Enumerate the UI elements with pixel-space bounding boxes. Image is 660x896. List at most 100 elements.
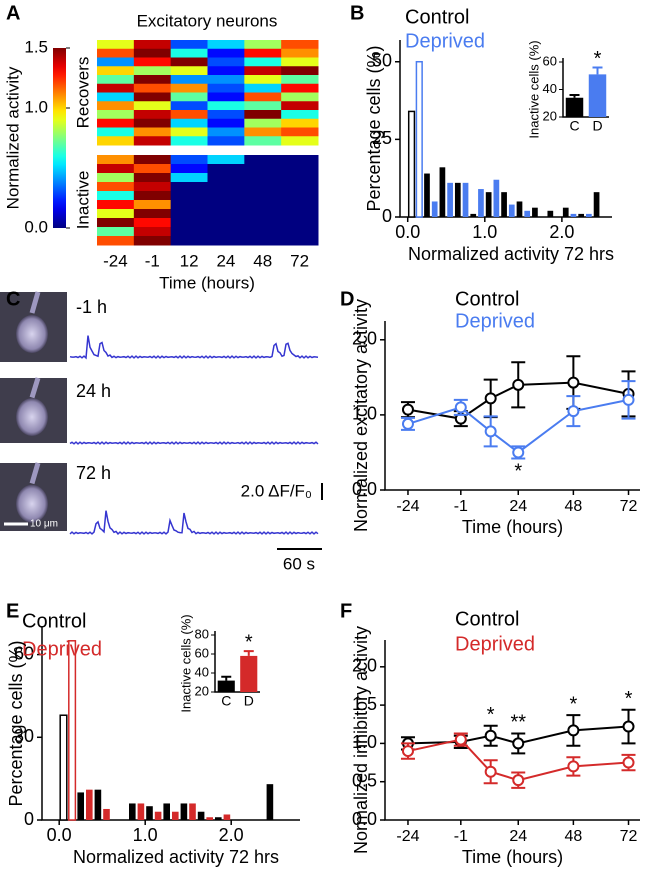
legend-entry: Deprived xyxy=(22,638,102,660)
heatmap-cell xyxy=(244,155,282,165)
heatmap-cell xyxy=(97,92,135,102)
inset-y-tick-label: 20 xyxy=(195,683,209,698)
heatmap-cell xyxy=(244,110,282,120)
inset-y-tick-label: 40 xyxy=(195,664,209,679)
panel-letter: F xyxy=(340,600,352,622)
heatmap-cell xyxy=(244,200,282,210)
heatmap-cell xyxy=(244,136,282,146)
histogram-bar xyxy=(77,792,84,820)
inset-bar xyxy=(588,74,607,117)
data-point xyxy=(454,401,467,414)
heatmap-cell xyxy=(207,173,245,183)
heatmap-cell xyxy=(207,48,245,58)
heatmap-cell xyxy=(170,209,208,219)
heatmap-cell xyxy=(244,48,282,58)
heatmap-cell xyxy=(281,209,319,219)
heatmap-cell xyxy=(170,40,208,50)
x-tick-label: -1 xyxy=(454,498,468,515)
inset-x-tick-label: C xyxy=(221,693,231,709)
heatmap-cell xyxy=(133,92,172,102)
histogram-bar xyxy=(407,110,416,218)
histogram-bar xyxy=(215,817,222,820)
legend-entry: Control xyxy=(22,610,86,632)
heatmap-cell xyxy=(170,101,208,111)
heatmap-cell xyxy=(133,182,172,192)
data-point xyxy=(512,774,525,787)
data-point xyxy=(622,393,635,406)
x-scale-label: 60 s xyxy=(283,554,315,573)
histogram-bar xyxy=(547,210,554,217)
heatmap-cell xyxy=(170,92,208,102)
axes xyxy=(399,40,612,218)
inset-y-tick-label: 20 xyxy=(543,108,557,123)
legend-entry: Control xyxy=(455,608,519,630)
heatmap-cell xyxy=(281,191,319,201)
heatmap-cell xyxy=(207,92,245,102)
significance-marker: * xyxy=(245,631,253,653)
heatmap-cell xyxy=(244,173,282,183)
data-point xyxy=(622,720,635,733)
heatmap-cell xyxy=(207,66,245,76)
data-point xyxy=(484,729,497,742)
heatmap-cell xyxy=(97,118,135,128)
heatmap-cell xyxy=(133,155,172,165)
heatmap-cell xyxy=(97,66,135,76)
x-tick-label: 1.0 xyxy=(133,825,158,845)
heatmap-cell xyxy=(133,101,172,111)
histogram-bar xyxy=(206,817,213,820)
x-axis-label: Time (hours) xyxy=(462,847,563,867)
cell-process xyxy=(29,291,41,314)
legend-entry: Deprived xyxy=(405,30,485,52)
heatmap-cell xyxy=(244,218,282,228)
heatmap-cell xyxy=(207,200,245,210)
heatmap-cell xyxy=(170,48,208,58)
histogram-bar xyxy=(431,201,438,217)
y-tick-label: 2.0 xyxy=(352,656,377,676)
heatmap-cell xyxy=(170,191,208,201)
heatmap-cell xyxy=(207,191,245,201)
heatmap-cell xyxy=(170,182,208,192)
heatmap-cell xyxy=(207,118,245,128)
heatmap-cell xyxy=(133,236,172,246)
y-tick-label: 0 xyxy=(24,809,34,829)
significance-marker: * xyxy=(514,461,522,483)
panel-letter: A xyxy=(6,2,20,24)
heatmap-cell xyxy=(97,200,135,210)
histogram-bar xyxy=(508,204,515,217)
data-point xyxy=(401,403,414,416)
heatmap-cell xyxy=(207,155,245,165)
heatmap-cell xyxy=(281,118,319,128)
histogram-bar xyxy=(439,167,446,217)
heatmap-cell xyxy=(281,127,319,137)
heatmap-cell xyxy=(207,209,245,219)
x-tick-label: 24 xyxy=(509,498,527,515)
cell-process xyxy=(29,462,41,485)
data-point xyxy=(512,446,525,459)
heatmap-cell xyxy=(244,209,282,219)
heatmap-cell xyxy=(97,136,135,146)
histogram-bar xyxy=(86,789,93,820)
y-axis-label: Normalized inhibitory activity xyxy=(351,626,371,854)
significance-marker: * xyxy=(569,693,577,715)
y-tick-label: 0.0 xyxy=(352,809,377,829)
heatmap-cell xyxy=(97,83,135,93)
histogram-bar xyxy=(485,192,492,217)
y-tick-label: 1.0 xyxy=(352,404,377,424)
inset-y-tick-label: 60 xyxy=(195,645,209,660)
heatmap-cell xyxy=(97,236,135,246)
heatmap-cell xyxy=(207,236,245,246)
heatmap-cell xyxy=(133,218,172,228)
y-tick-label: 60 xyxy=(14,643,34,663)
x-tick-label: -1 xyxy=(145,251,160,270)
trace-label: -1 h xyxy=(76,297,107,317)
x-tick-label: 48 xyxy=(253,251,272,270)
image-scale-label: 10 μm xyxy=(30,519,58,530)
heatmap-cell xyxy=(97,164,135,174)
legend-entry: Deprived xyxy=(455,310,535,332)
histogram-bar xyxy=(137,803,145,820)
heatmap-cell xyxy=(207,164,245,174)
histogram-bar xyxy=(593,192,600,217)
heatmap-cell xyxy=(133,110,172,120)
histogram-bar xyxy=(532,207,538,217)
